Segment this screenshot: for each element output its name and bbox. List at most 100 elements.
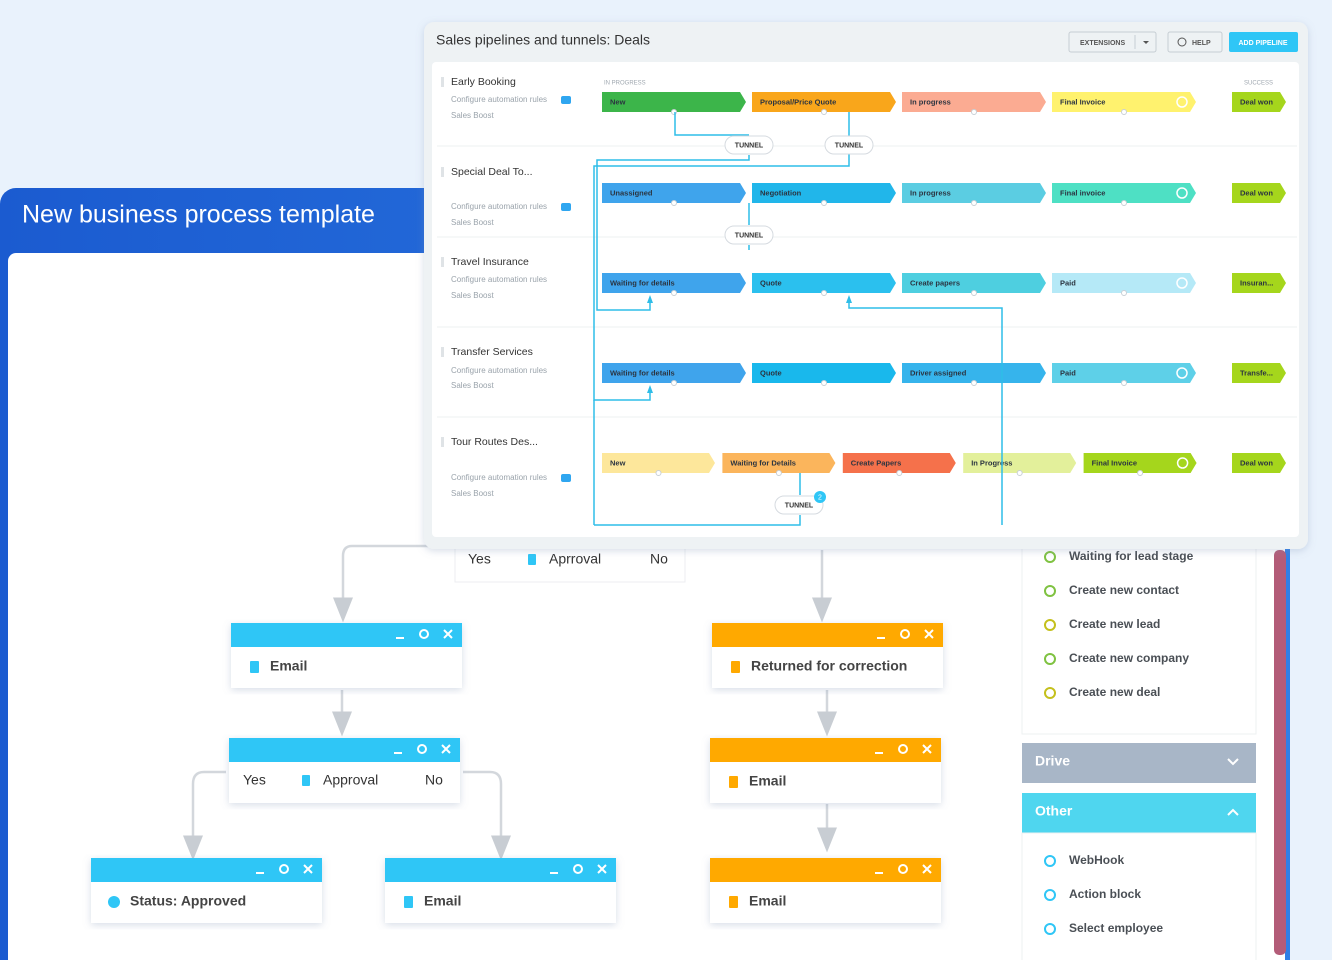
sidebar-item[interactable]: Create new company: [1069, 651, 1189, 665]
stage[interactable]: [902, 363, 1046, 383]
item-icon: [1044, 923, 1056, 935]
add-stage[interactable]: [1176, 367, 1188, 379]
close-icon[interactable]: [922, 864, 932, 874]
item-icon: [1044, 687, 1056, 699]
stage[interactable]: [602, 273, 746, 293]
pipeline-name[interactable]: Tour Routes Des...: [451, 436, 538, 448]
stage[interactable]: [1052, 273, 1196, 293]
add-pipeline-button[interactable]: [1229, 32, 1298, 52]
block-title: Status: Approved: [130, 893, 246, 909]
stage[interactable]: [902, 273, 1046, 293]
sales-boost-link[interactable]: Sales Boost: [451, 381, 494, 390]
action-block: Email: [231, 623, 462, 688]
stage[interactable]: [1083, 453, 1197, 473]
stage-dot: [971, 200, 977, 206]
won-stage[interactable]: [1232, 453, 1286, 473]
stage[interactable]: [902, 92, 1046, 112]
sidebar-item[interactable]: Create new deal: [1069, 685, 1160, 699]
stage[interactable]: [842, 453, 956, 473]
item-icon: [1044, 619, 1056, 631]
close-icon[interactable]: [922, 744, 932, 754]
won-stage[interactable]: [1232, 273, 1286, 293]
stage-dot: [821, 200, 827, 206]
automation-link[interactable]: Configure automation rules: [451, 95, 547, 104]
automation-link[interactable]: Configure automation rules: [451, 275, 547, 284]
condition-no[interactable]: No: [650, 551, 668, 567]
sidebar-item[interactable]: Create new contact: [1069, 583, 1179, 597]
automation-link[interactable]: Configure automation rules: [451, 202, 547, 211]
won-label: Deal won: [1240, 188, 1273, 197]
tunnel-pill[interactable]: [724, 225, 774, 245]
stage[interactable]: [752, 273, 896, 293]
settings-icon[interactable]: [419, 629, 429, 639]
stage[interactable]: [963, 453, 1077, 473]
close-icon[interactable]: [443, 629, 453, 639]
sales-boost-link[interactable]: Sales Boost: [451, 291, 494, 300]
settings-icon[interactable]: [279, 864, 289, 874]
add-stage[interactable]: [1176, 277, 1188, 289]
add-stage[interactable]: [1176, 96, 1188, 108]
pipeline-name[interactable]: Early Booking: [451, 76, 516, 88]
sales-boost-link[interactable]: Sales Boost: [451, 218, 494, 227]
add-stage[interactable]: [1176, 457, 1189, 469]
tunnel-pill[interactable]: [774, 495, 824, 515]
stage[interactable]: [722, 453, 836, 473]
action-block: Returned for correction: [712, 623, 943, 688]
stage[interactable]: [752, 183, 896, 203]
close-icon[interactable]: [441, 744, 451, 754]
settings-icon[interactable]: [900, 629, 910, 639]
sidebar-item[interactable]: Select employee: [1069, 921, 1163, 935]
help-button[interactable]: [1167, 31, 1223, 53]
automation-link[interactable]: Configure automation rules: [451, 473, 547, 482]
won-stage[interactable]: [1232, 363, 1286, 383]
stage-label: Waiting for Details: [730, 458, 796, 467]
condition-yes[interactable]: Yes: [468, 551, 491, 567]
block-title: Returned for correction: [751, 658, 907, 674]
drive-header[interactable]: [1022, 743, 1256, 783]
doc-icon: [528, 554, 536, 565]
stage[interactable]: [602, 363, 746, 383]
settings-icon[interactable]: [898, 864, 908, 874]
add-stage[interactable]: [1176, 187, 1188, 199]
close-icon[interactable]: [924, 629, 934, 639]
stage-label: New: [610, 458, 626, 467]
stage[interactable]: [602, 183, 746, 203]
settings-icon[interactable]: [417, 744, 427, 754]
condition-no[interactable]: No: [425, 772, 443, 788]
sidebar-item[interactable]: WebHook: [1069, 853, 1124, 867]
close-icon[interactable]: [303, 864, 313, 874]
sales-boost-link[interactable]: Sales Boost: [451, 111, 494, 120]
won-stage[interactable]: [1232, 92, 1286, 112]
stage[interactable]: [602, 453, 715, 473]
stage[interactable]: [1052, 363, 1196, 383]
sidebar-item[interactable]: Waiting for lead stage: [1069, 549, 1194, 563]
block-title: Email: [270, 658, 307, 674]
sidebar-item[interactable]: Create new lead: [1069, 617, 1160, 631]
condition-yes[interactable]: Yes: [243, 772, 266, 788]
stage[interactable]: [752, 363, 896, 383]
button-label: HELP: [1192, 40, 1211, 47]
won-stage[interactable]: [1232, 183, 1286, 203]
tunnel-pill[interactable]: [824, 135, 874, 155]
stage-dot: [971, 290, 977, 296]
pipeline-name[interactable]: Travel Insurance: [451, 256, 529, 268]
settings-icon[interactable]: [573, 864, 583, 874]
sidebar-item[interactable]: Action block: [1069, 887, 1141, 901]
stage-dot: [671, 200, 677, 206]
stage[interactable]: [902, 183, 1046, 203]
automation-link[interactable]: Configure automation rules: [451, 366, 547, 375]
stage[interactable]: [602, 92, 746, 112]
tunnel-pill[interactable]: [724, 135, 774, 155]
pipeline-name[interactable]: Transfer Services: [451, 346, 533, 358]
extensions-button[interactable]: [1068, 31, 1157, 53]
stage[interactable]: [1052, 92, 1196, 112]
pipeline-name[interactable]: Special Deal To...: [451, 166, 533, 178]
sales-boost-link[interactable]: Sales Boost: [451, 489, 494, 498]
other-header[interactable]: [1022, 793, 1256, 833]
settings-icon[interactable]: [898, 744, 908, 754]
stage-label: Final Invoice: [1060, 97, 1105, 106]
stage[interactable]: [752, 92, 896, 112]
tunnel-line: [593, 112, 850, 401]
close-icon[interactable]: [597, 864, 607, 874]
stage[interactable]: [1052, 183, 1196, 203]
